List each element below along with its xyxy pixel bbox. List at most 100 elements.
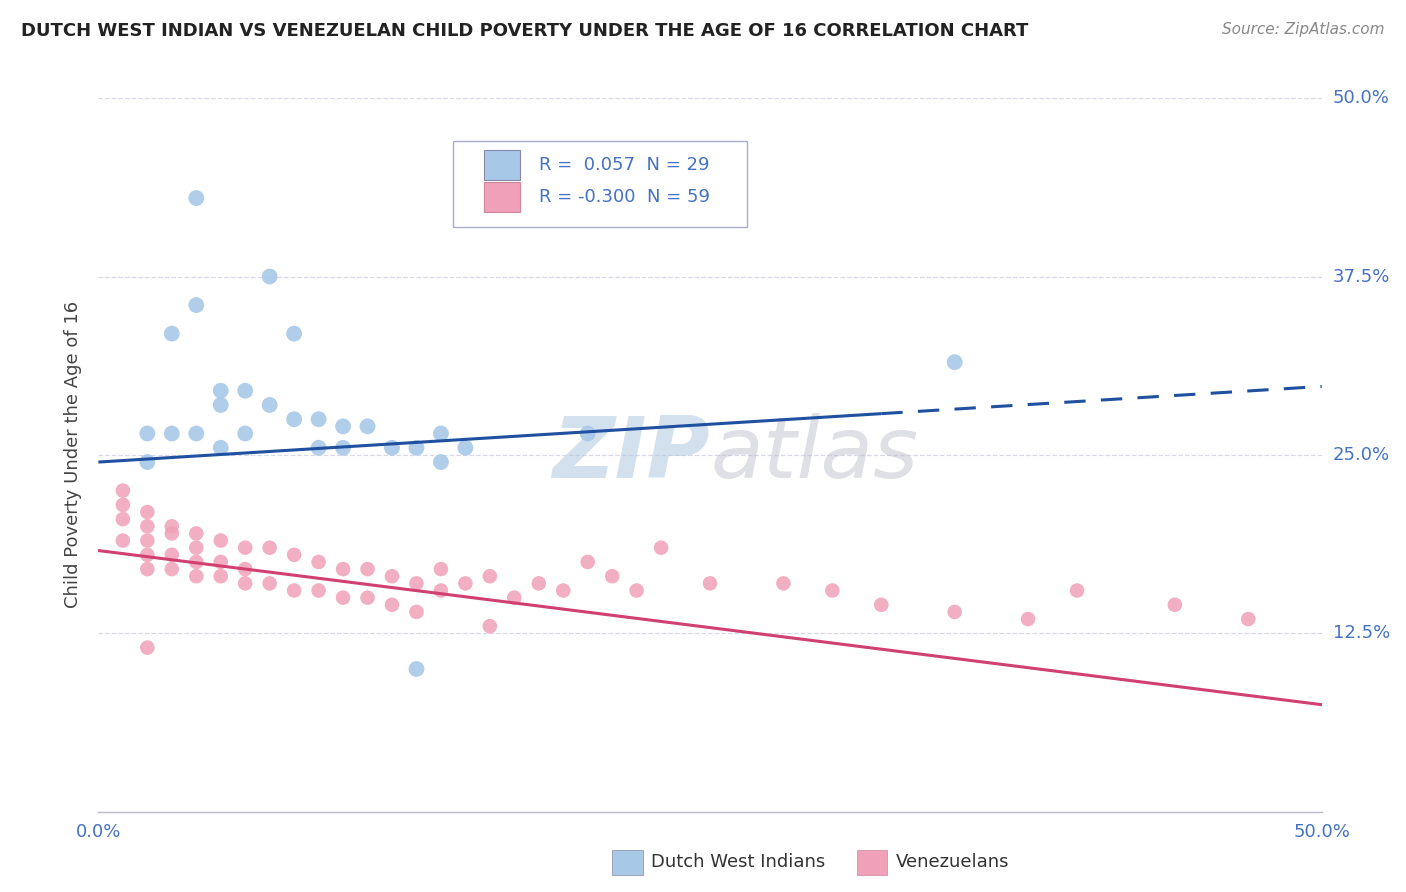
Point	[430, 583, 453, 598]
Point	[186, 191, 208, 205]
Point	[160, 526, 183, 541]
Point	[553, 583, 575, 598]
Text: 25.0%: 25.0%	[1333, 446, 1391, 464]
Text: 50.0%: 50.0%	[1333, 89, 1389, 107]
Point	[430, 562, 453, 576]
Point	[283, 326, 305, 341]
Point	[160, 326, 183, 341]
Point	[136, 562, 159, 576]
Point	[136, 426, 159, 441]
Point	[259, 269, 281, 284]
FancyBboxPatch shape	[856, 849, 887, 874]
Point	[821, 583, 844, 598]
Point	[503, 591, 526, 605]
Text: 37.5%: 37.5%	[1333, 268, 1391, 285]
Text: Source: ZipAtlas.com: Source: ZipAtlas.com	[1222, 22, 1385, 37]
Point	[209, 441, 232, 455]
Point	[381, 441, 404, 455]
Point	[186, 298, 208, 312]
Point	[136, 548, 159, 562]
Point	[136, 519, 159, 533]
Point	[136, 640, 159, 655]
Point	[405, 441, 427, 455]
Point	[186, 555, 208, 569]
Point	[259, 398, 281, 412]
Point	[186, 526, 208, 541]
FancyBboxPatch shape	[484, 182, 520, 212]
Point	[111, 483, 134, 498]
Point	[626, 583, 648, 598]
Point	[111, 498, 134, 512]
Point	[186, 541, 208, 555]
Point	[233, 384, 256, 398]
Point	[650, 541, 672, 555]
Point	[308, 441, 330, 455]
Point	[600, 569, 623, 583]
Point	[111, 512, 134, 526]
Point	[136, 455, 159, 469]
FancyBboxPatch shape	[612, 849, 643, 874]
Point	[111, 533, 134, 548]
Point	[186, 426, 208, 441]
Point	[381, 569, 404, 583]
Point	[259, 576, 281, 591]
Point	[772, 576, 794, 591]
Text: Dutch West Indians: Dutch West Indians	[651, 853, 825, 871]
Point	[699, 576, 721, 591]
Point	[160, 562, 183, 576]
Point	[454, 441, 477, 455]
Point	[381, 598, 404, 612]
Point	[1017, 612, 1039, 626]
Point	[136, 533, 159, 548]
Text: ZIP: ZIP	[553, 413, 710, 497]
Point	[308, 412, 330, 426]
Point	[356, 591, 378, 605]
Point	[576, 426, 599, 441]
Point	[478, 569, 501, 583]
Point	[283, 548, 305, 562]
Point	[356, 419, 378, 434]
Point	[454, 576, 477, 591]
Text: atlas: atlas	[710, 413, 918, 497]
Point	[576, 555, 599, 569]
Point	[332, 591, 354, 605]
Point	[209, 555, 232, 569]
Text: R = -0.300  N = 59: R = -0.300 N = 59	[538, 188, 710, 206]
Point	[209, 384, 232, 398]
Point	[209, 569, 232, 583]
Point	[1066, 583, 1088, 598]
Point	[308, 583, 330, 598]
Text: DUTCH WEST INDIAN VS VENEZUELAN CHILD POVERTY UNDER THE AGE OF 16 CORRELATION CH: DUTCH WEST INDIAN VS VENEZUELAN CHILD PO…	[21, 22, 1028, 40]
Point	[308, 555, 330, 569]
Point	[283, 583, 305, 598]
Point	[259, 541, 281, 555]
FancyBboxPatch shape	[484, 150, 520, 180]
Point	[209, 533, 232, 548]
Text: R =  0.057  N = 29: R = 0.057 N = 29	[538, 156, 709, 174]
Point	[332, 419, 354, 434]
Point	[430, 455, 453, 469]
Point	[233, 562, 256, 576]
Y-axis label: Child Poverty Under the Age of 16: Child Poverty Under the Age of 16	[65, 301, 83, 608]
Point	[233, 426, 256, 441]
Text: Venezuelans: Venezuelans	[896, 853, 1010, 871]
Point	[527, 576, 550, 591]
Point	[160, 519, 183, 533]
Point	[405, 662, 427, 676]
Point	[332, 441, 354, 455]
Point	[160, 548, 183, 562]
Point	[405, 605, 427, 619]
Point	[943, 355, 966, 369]
Point	[332, 562, 354, 576]
FancyBboxPatch shape	[453, 141, 747, 227]
Point	[478, 619, 501, 633]
Point	[186, 569, 208, 583]
Point	[233, 541, 256, 555]
Point	[283, 412, 305, 426]
Point	[233, 576, 256, 591]
Point	[405, 576, 427, 591]
Point	[136, 505, 159, 519]
Point	[160, 426, 183, 441]
Point	[356, 562, 378, 576]
Point	[943, 605, 966, 619]
